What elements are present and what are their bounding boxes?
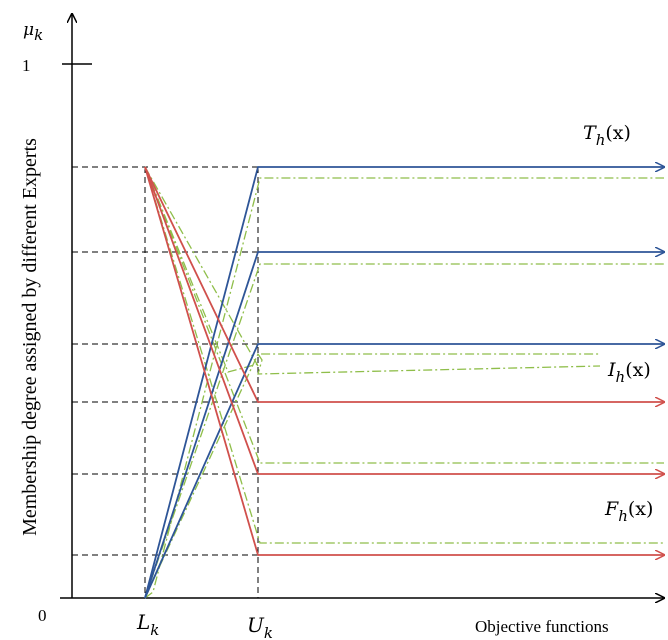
- truth-curve-2: [144, 252, 664, 599]
- axes: [60, 14, 664, 598]
- truth-label-arg: (x): [605, 122, 631, 144]
- indeterminacy-curve-3b: [257, 353, 601, 375]
- indeterminacy-curve-1: [144, 177, 664, 599]
- guide-lines: [72, 166, 259, 598]
- indeterminacy-label-base: I: [607, 359, 616, 381]
- indeterminacy-curve-4: [144, 166, 664, 464]
- origin-label: 0: [38, 606, 47, 625]
- truth-label: Th(x): [583, 122, 631, 149]
- indeterminacy-label-bg: [606, 356, 668, 384]
- indeterminacy-curves: [144, 166, 664, 599]
- falsity-label-arg: (x): [628, 498, 654, 520]
- truth-curve-1: [144, 167, 664, 599]
- truth-label-sub: h: [596, 131, 606, 149]
- truth-curves: [144, 167, 664, 599]
- falsity-curves: [144, 166, 664, 555]
- y-tick-one: 1: [22, 56, 31, 75]
- truth-label-base: T: [583, 122, 597, 144]
- x-tick-lower-sub: k: [150, 621, 159, 639]
- x-tick-upper: Uk: [247, 613, 273, 640]
- falsity-label: Fh(x): [604, 498, 653, 525]
- y-axis-symbol: μk: [23, 20, 43, 44]
- x-tick-lower-base: L: [136, 610, 150, 634]
- indeterminacy-curve-3c: [144, 166, 259, 367]
- indeterminacy-label-arg: (x): [625, 359, 651, 381]
- falsity-curve-3: [144, 166, 664, 555]
- falsity-curve-2: [144, 166, 664, 474]
- falsity-label-base: F: [604, 498, 619, 520]
- falsity-curve-1: [144, 166, 664, 402]
- truth-curve-3: [144, 344, 664, 599]
- x-axis-label: Objective functions: [475, 617, 609, 636]
- falsity-label-sub: h: [618, 507, 628, 525]
- y-axis-symbol-sub: k: [34, 26, 43, 44]
- x-tick-upper-sub: k: [264, 624, 273, 640]
- x-tick-upper-base: U: [247, 613, 265, 637]
- indeterminacy-label-sub: h: [616, 368, 626, 386]
- indeterminacy-curve-2: [144, 263, 664, 599]
- indeterminacy-curve-5: [144, 166, 664, 544]
- y-axis-symbol-base: μ: [23, 20, 34, 40]
- indeterminacy-label: Ih(x): [607, 359, 651, 386]
- y-axis-label: Membership degree assigned by different …: [19, 138, 41, 536]
- x-tick-lower: Lk: [136, 610, 159, 639]
